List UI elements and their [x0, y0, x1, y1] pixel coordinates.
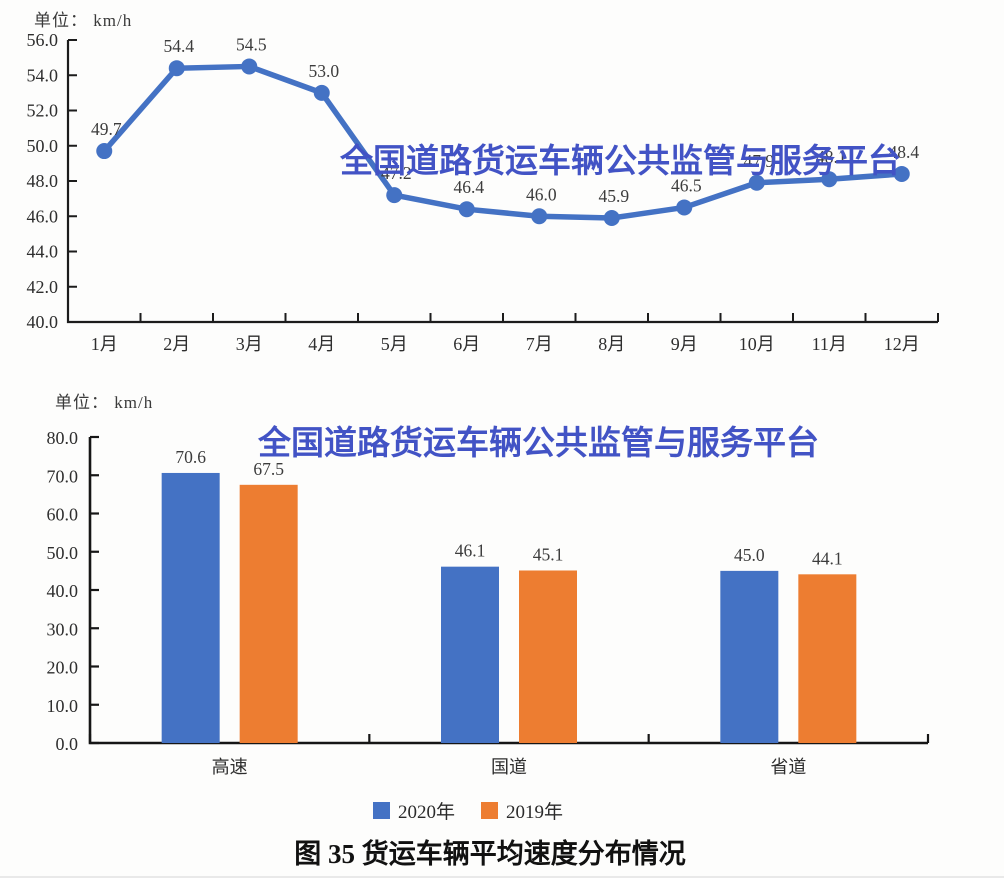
x-category-label: 3月 [236, 334, 263, 354]
y-tick-label: 20.0 [47, 658, 79, 678]
line-point [676, 199, 693, 216]
bar-chart-legend: 2020年 2019年 [0, 797, 970, 824]
y-tick-label: 30.0 [47, 619, 79, 639]
legend-item-2020: 2020年 [372, 797, 455, 824]
line-point [458, 201, 475, 218]
bar-segment [519, 570, 577, 743]
bar-segment [161, 472, 220, 743]
x-category-label: 5月 [381, 334, 408, 354]
data-label: 45.1 [533, 544, 564, 564]
legend-label-2019: 2019年 [506, 802, 564, 823]
y-tick-label: 40.0 [47, 581, 79, 601]
data-label: 44.1 [812, 548, 843, 568]
legend-swatch-2020-icon [372, 802, 390, 819]
line-point [313, 84, 330, 101]
watermark-bar: 全国道路货运车辆公共监管与服务平台 [258, 424, 819, 461]
y-tick-label: 54.0 [27, 65, 59, 85]
line-point [96, 143, 113, 160]
y-tick-label: 50.0 [27, 136, 59, 156]
data-label: 70.6 [175, 447, 206, 467]
bar-segment [239, 484, 298, 743]
legend-item-2019: 2019年 [481, 797, 563, 824]
x-category-label: 省道 [770, 757, 806, 777]
data-label: 46.4 [453, 177, 484, 197]
x-category-label: 1月 [91, 334, 118, 354]
data-label: 48.4 [888, 142, 919, 162]
x-category-label: 高速 [212, 757, 248, 777]
y-tick-label: 56.0 [27, 30, 59, 50]
bar-segment [441, 566, 499, 743]
y-tick-label: 52.0 [27, 101, 59, 121]
y-tick-label: 46.0 [27, 206, 59, 226]
y-tick-label: 60.0 [47, 505, 79, 525]
y-tick-label: 10.0 [47, 696, 79, 716]
line-chart-canvas: 40.0 42.0 44.0 46.0 48.0 50.0 52.0 54.0 56.0 49.7… [27, 30, 939, 354]
x-category-label: 10月 [739, 334, 775, 354]
figure-caption: 图 35 货运车辆平均速度分布情况 [294, 839, 686, 869]
x-category-label: 12月 [884, 334, 920, 354]
x-category-label: 6月 [453, 334, 480, 354]
bar-segment [798, 574, 857, 743]
x-category-label: 4月 [308, 334, 335, 354]
data-label: 54.4 [163, 36, 194, 56]
y-tick-label: 80.0 [47, 428, 79, 448]
data-label: 47.2 [381, 163, 412, 183]
data-label: 54.5 [236, 34, 267, 54]
line-point [748, 174, 765, 191]
line-point [241, 58, 258, 75]
line-point [821, 171, 838, 188]
y-tick-label: 50.0 [47, 543, 79, 563]
data-label: 45.9 [598, 186, 629, 206]
watermark-line: 全国道路货运车辆公共监管与服务平台 [340, 142, 901, 179]
x-category-label: 国道 [491, 757, 527, 777]
bar-chart-unit-label: 单位： km/h [55, 393, 154, 412]
bar-segment [720, 570, 779, 743]
x-category-label: 7月 [526, 334, 553, 354]
y-tick-label: 48.0 [27, 171, 59, 191]
x-category-label: 9月 [671, 334, 698, 354]
x-category-label: 2月 [163, 334, 190, 354]
y-tick-label: 40.0 [27, 312, 59, 332]
data-label: 47.9 [743, 151, 774, 171]
y-tick-label: 70.0 [47, 466, 79, 486]
y-tick-label: 42.0 [27, 277, 59, 297]
data-label: 46.1 [455, 541, 486, 561]
data-label: 46.5 [671, 175, 702, 195]
x-category-label: 8月 [598, 334, 625, 354]
legend-swatch-2019-icon [481, 802, 498, 819]
y-tick-label: 44.0 [27, 242, 59, 262]
y-tick-label: 0.0 [56, 734, 79, 754]
bar-chart-canvas: 0.0 10.0 20.0 30.0 40.0 50.0 60.0 70.0 80.0 高速 70.… [47, 428, 930, 777]
data-label: 67.5 [253, 459, 284, 479]
data-label: 46.0 [526, 184, 557, 204]
data-label: 49.7 [91, 119, 122, 139]
x-category-label: 11月 [812, 334, 847, 354]
line-point [893, 165, 910, 182]
line-point [386, 187, 403, 204]
data-label: 45.0 [734, 545, 765, 565]
line-point [531, 208, 548, 225]
line-chart-unit-label: 单位： km/h [34, 11, 133, 30]
line-series [101, 63, 905, 221]
legend-label-2020: 2020年 [397, 802, 455, 823]
line-point [168, 60, 185, 77]
data-label: 48.1 [816, 147, 847, 167]
data-label: 53.0 [308, 61, 339, 81]
line-point [603, 210, 620, 227]
